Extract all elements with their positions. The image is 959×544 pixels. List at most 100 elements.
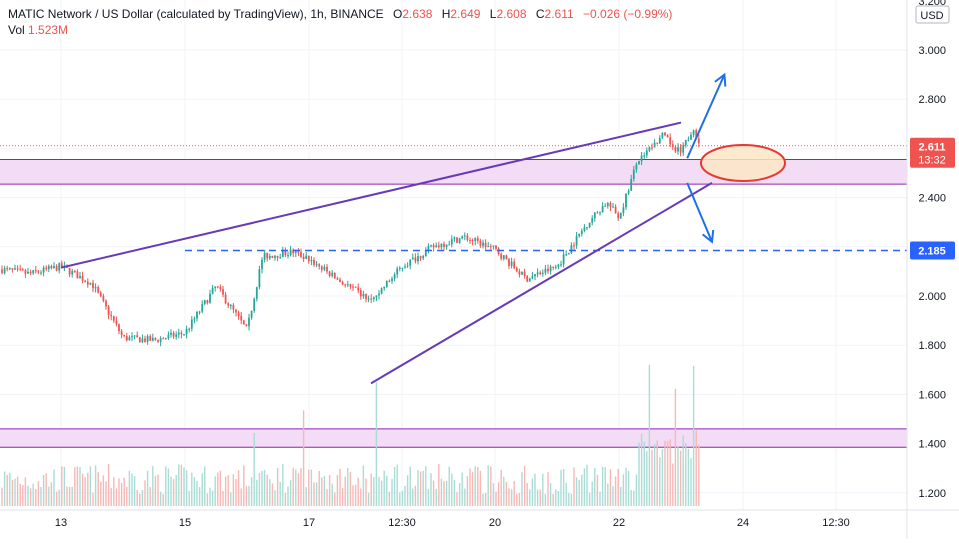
candle-body (586, 227, 588, 229)
candle-body (677, 147, 679, 152)
candle-body (229, 304, 232, 306)
candle-body (118, 324, 120, 332)
candle-body (575, 236, 578, 246)
candle-body (443, 243, 445, 247)
candle-body (81, 276, 84, 281)
candle-body (614, 206, 617, 214)
candle-body (692, 130, 695, 135)
candle-body (245, 324, 248, 327)
candle-body (242, 320, 245, 325)
candle-body (495, 245, 497, 249)
candle-body (333, 272, 336, 279)
candle-body (664, 132, 666, 136)
low-label: L (489, 7, 497, 21)
change-value: −0.026 (−0.99%) (583, 7, 673, 21)
candle-body (557, 264, 560, 267)
candle-body (164, 338, 167, 340)
candle-body (656, 142, 659, 144)
candle-body (505, 255, 508, 260)
candle-body (307, 255, 310, 262)
candle-body (448, 244, 451, 246)
candle-body (510, 261, 513, 266)
candle-body (146, 336, 149, 342)
candle-body (687, 139, 690, 141)
candle-body (328, 271, 331, 276)
candle-body (422, 256, 425, 259)
candle-body (185, 328, 188, 335)
drawings[interactable] (0, 72, 907, 385)
candle-body (211, 287, 214, 294)
candle-body (570, 245, 573, 254)
candle-body (492, 245, 495, 247)
candle-body (84, 280, 87, 282)
candle-body (573, 245, 575, 247)
candle-body (372, 297, 375, 300)
candle-body (167, 334, 170, 339)
candle-body (445, 244, 448, 247)
candle-body (526, 276, 529, 282)
candle-body (435, 245, 438, 248)
candle-body (591, 218, 594, 223)
candle-body (518, 271, 521, 275)
candle-body (261, 259, 263, 270)
currency-label: USD (920, 10, 943, 22)
candle-body (378, 293, 380, 296)
candle-body (375, 295, 378, 298)
candle-body (315, 264, 318, 266)
candle-body (297, 251, 300, 253)
candle-body (258, 269, 261, 288)
time-tick-label: 15 (179, 517, 191, 529)
price-tick-label: 2.800 (918, 94, 946, 106)
candle-body (432, 245, 435, 248)
candle-body (336, 278, 339, 280)
candle-body (622, 207, 625, 213)
candle-body (346, 284, 349, 286)
candle-body (409, 259, 412, 266)
candle-body (320, 266, 323, 270)
candle-body (60, 263, 63, 268)
candle-body (214, 286, 217, 288)
candle-body (578, 233, 581, 237)
candle-body (531, 276, 534, 279)
candle-body (253, 298, 256, 311)
candle-body (640, 155, 643, 162)
down-arrow-head (701, 229, 715, 244)
candle-body (515, 268, 518, 272)
price-tick-label: 1.200 (918, 488, 946, 500)
candle-body (105, 300, 107, 307)
price-tick-label: 3.200 (918, 0, 946, 8)
candle-body (141, 338, 144, 343)
candle-body (190, 319, 193, 329)
candle-body (552, 266, 555, 268)
candle-body (523, 271, 526, 277)
candle-body (502, 255, 505, 259)
lower-trendline (370, 181, 713, 385)
candle-body (1, 269, 3, 274)
time-tick-label: 17 (303, 517, 315, 529)
candle-body (645, 150, 648, 156)
candle-body (8, 268, 11, 270)
candle-body (331, 272, 334, 276)
candle-body (398, 267, 401, 269)
candle-body (281, 250, 284, 258)
candle-body (417, 256, 419, 262)
candle-body (487, 246, 490, 248)
candle-body (619, 212, 622, 219)
candle-body (583, 227, 586, 231)
upper-trendline (60, 121, 682, 269)
candle-body (549, 266, 552, 272)
candle-body (406, 265, 409, 267)
candle-body (544, 268, 547, 273)
candle-body (219, 286, 222, 290)
price-tick-label: 1.400 (918, 439, 946, 451)
up-arrow-line (686, 74, 726, 159)
candle-body (476, 238, 479, 241)
candle-body (630, 178, 633, 191)
candle-body (593, 212, 596, 219)
candle-body (661, 132, 664, 138)
candle-body (110, 314, 113, 317)
candle-body (123, 334, 126, 337)
currency-box (915, 5, 950, 24)
